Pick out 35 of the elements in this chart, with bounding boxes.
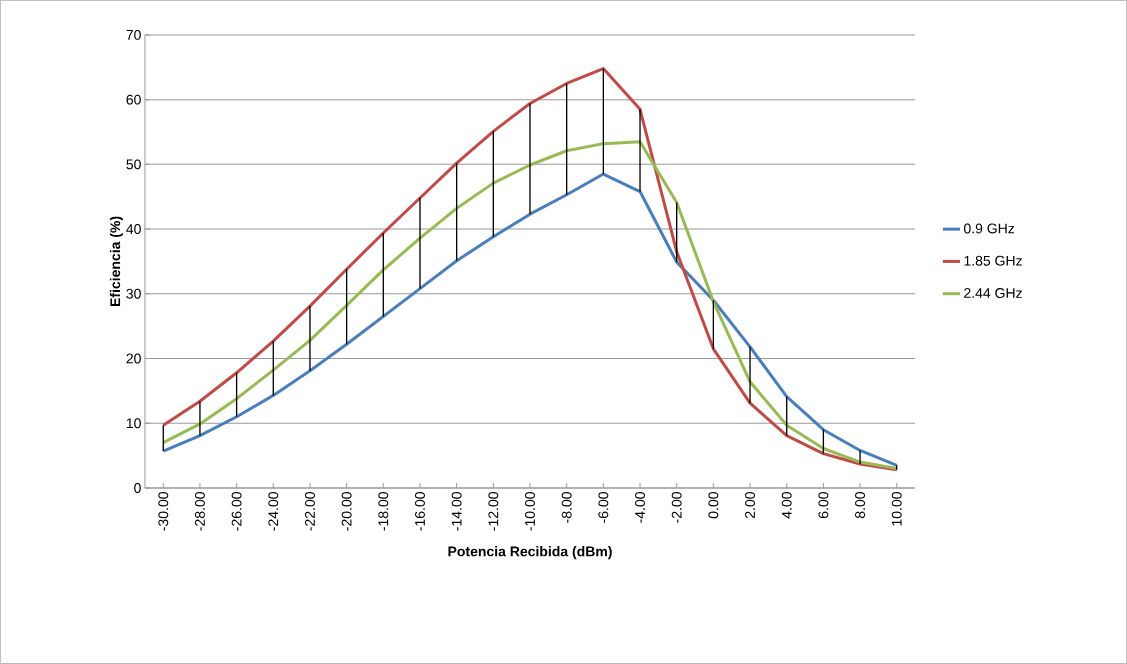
x-tick-label: -14.00 — [451, 492, 462, 531]
x-tick-label: -30.00 — [158, 492, 169, 531]
x-tick-label: -12.00 — [488, 492, 499, 531]
x-tick-label: -10.00 — [525, 492, 535, 531]
x-tick-label: -26.00 — [231, 492, 242, 531]
y-tick-label: 10 — [126, 418, 141, 429]
x-tick-label: -4.00 — [635, 492, 645, 523]
x-tick-label: -16.00 — [415, 492, 425, 531]
x-tick-label: -6.00 — [598, 492, 609, 523]
x-tick-label: 2.00 — [745, 492, 755, 519]
legend-label: 1.85 GHz — [964, 255, 1022, 266]
x-tick-label: -24.00 — [268, 492, 279, 531]
legend-label: 0.9 GHz — [963, 223, 1015, 234]
x-tick-label: -2.00 — [671, 492, 682, 523]
y-tick-label: 50 — [126, 159, 141, 170]
y-tick-label: 70 — [126, 29, 141, 40]
y-tick-label: 30 — [126, 288, 141, 299]
y-tick-label: 40 — [126, 224, 141, 235]
x-axis-title: Potencia Recibida (dBm) — [448, 546, 612, 560]
y-tick-label: 0 — [134, 483, 141, 493]
y-axis-title: Eficiencia (%) — [109, 216, 123, 307]
y-tick-label: 60 — [126, 94, 141, 105]
x-tick-label: 4.00 — [781, 492, 792, 519]
x-tick-label: 8.00 — [855, 492, 866, 519]
y-tick-label: 20 — [126, 353, 141, 364]
x-tick-label: 0.00 — [708, 492, 719, 519]
x-tick-label: -8.00 — [561, 492, 572, 523]
x-tick-label: -18.00 — [378, 492, 389, 531]
x-tick-label: -22.00 — [304, 492, 315, 531]
x-tick-label: 6.00 — [818, 492, 829, 519]
x-tick-label: -28.00 — [194, 492, 205, 531]
legend-label: 2.44 GHz — [964, 288, 1022, 299]
x-tick-label: -20.00 — [341, 492, 352, 531]
line-series — [161, 67, 899, 472]
x-tick-label: 10.00 — [891, 492, 902, 526]
